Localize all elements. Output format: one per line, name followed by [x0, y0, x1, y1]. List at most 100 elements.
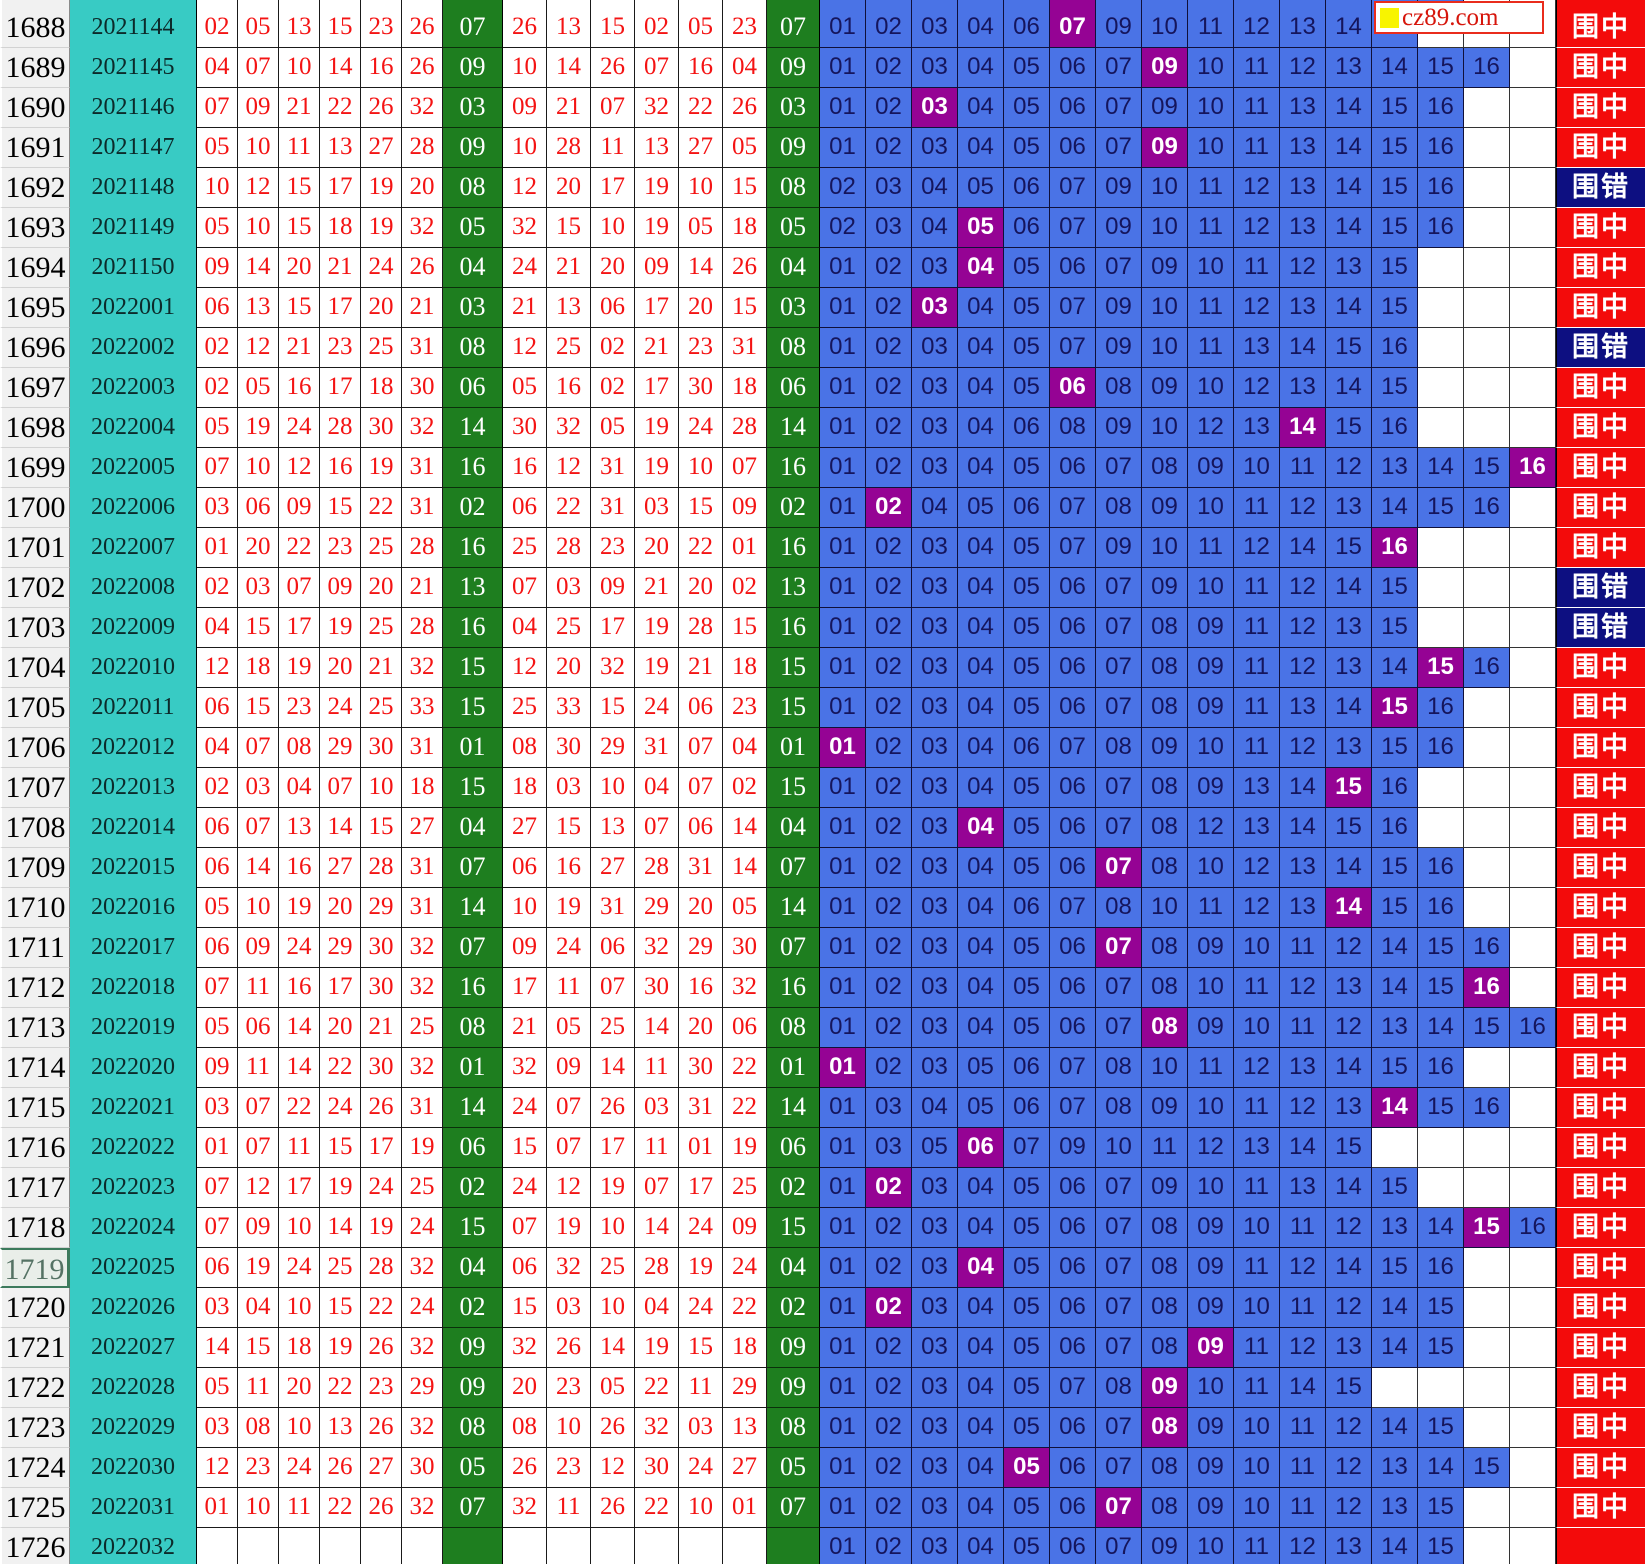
- red-ball-drawn-cell: 06: [503, 488, 547, 528]
- red-ball-sorted-cell: 12: [238, 168, 279, 208]
- blue-ball-green-cell: [767, 1528, 820, 1564]
- range-cell: 12: [1280, 568, 1326, 608]
- red-ball-sorted-cell: 32: [402, 208, 443, 248]
- red-ball-drawn-cell: 25: [547, 608, 591, 648]
- red-ball-sorted-cell: 32: [402, 1488, 443, 1528]
- red-ball-drawn-cell: 32: [723, 968, 767, 1008]
- range-cell: 13: [1326, 648, 1372, 688]
- red-ball-sorted-cell: 26: [361, 88, 402, 128]
- red-ball-drawn-cell: [591, 1528, 635, 1564]
- red-ball-sorted-cell: 31: [402, 848, 443, 888]
- red-ball-drawn-cell: 19: [723, 1128, 767, 1168]
- red-ball-sorted-cell: 06: [197, 688, 238, 728]
- range-empty-cell: [1510, 1168, 1556, 1208]
- red-ball-sorted-cell: 03: [197, 488, 238, 528]
- red-ball-sorted-cell: 02: [197, 768, 238, 808]
- red-ball-sorted-cell: 31: [402, 448, 443, 488]
- range-cell: 16: [1372, 408, 1418, 448]
- blue-ball-green-cell: 09: [443, 128, 503, 168]
- range-cell: 13: [1372, 1488, 1418, 1528]
- row-number-cell: 1715: [0, 1088, 70, 1128]
- watermark-badge[interactable]: cz89.com: [1374, 1, 1544, 34]
- range-cell: 11: [1280, 1008, 1326, 1048]
- range-cell: [866, 0, 912, 8]
- red-ball-sorted-cell: 26: [402, 248, 443, 288]
- range-cell: 05: [1004, 1488, 1050, 1528]
- red-ball-drawn-cell: 18: [723, 1328, 767, 1368]
- red-ball-sorted-cell: 06: [197, 288, 238, 328]
- range-cell: 01: [820, 1008, 866, 1048]
- range-cell: 07: [1096, 1008, 1142, 1048]
- red-ball-drawn-cell: 15: [547, 808, 591, 848]
- range-cell: 08: [1096, 1048, 1142, 1088]
- range-cell: 04: [958, 648, 1004, 688]
- range-cell: 10: [1234, 448, 1280, 488]
- red-ball-sorted-cell: 18: [402, 768, 443, 808]
- blue-ball-green-cell: 16: [443, 448, 503, 488]
- chart-row: 1691 2021147 05 10 11 13 27 28 09 10 28 11 13 27 05 09 0…: [0, 128, 1645, 168]
- blue-ball-green-cell: 15: [443, 768, 503, 808]
- range-cell: 01: [820, 1408, 866, 1448]
- chart-row: 1705 2022011 06 15 23 24 25 33 15 25 33 15 24 06 23 15 0…: [0, 688, 1645, 728]
- red-ball-drawn-cell: 24: [547, 928, 591, 968]
- period-cell: 2022003: [70, 368, 197, 408]
- red-ball-drawn-cell: 22: [635, 1368, 679, 1408]
- period-cell: 2021149: [70, 208, 197, 248]
- blue-ball-green-cell: 06: [443, 1128, 503, 1168]
- range-cell: 15: [1372, 608, 1418, 648]
- period-cell: 2022001: [70, 288, 197, 328]
- red-ball-sorted-cell: 19: [361, 168, 402, 208]
- row-number-cell: 1694: [0, 248, 70, 288]
- red-ball-drawn-cell: 10: [591, 768, 635, 808]
- red-ball-sorted-cell: 17: [320, 288, 361, 328]
- red-ball-sorted-cell: [197, 0, 238, 8]
- chart-row: 1719 2022025 06 19 24 25 28 32 04 06 32 25 28 19 24 04 0…: [0, 1248, 1645, 1288]
- range-empty-cell: [1464, 1128, 1510, 1168]
- blue-ball-green-cell: 04: [443, 1248, 503, 1288]
- range-cell: 10: [1234, 928, 1280, 968]
- range-cell: 13: [1326, 48, 1372, 88]
- range-empty-cell: [1464, 1408, 1510, 1448]
- blue-ball-green-cell: 15: [443, 1208, 503, 1248]
- blue-ball-green-cell: 07: [767, 848, 820, 888]
- range-empty-cell: [1510, 648, 1556, 688]
- row-number-cell: 1724: [0, 1448, 70, 1488]
- result-badge: 围中: [1556, 1368, 1645, 1408]
- range-cell: 09: [1188, 768, 1234, 808]
- range-cell: 10: [1188, 128, 1234, 168]
- red-ball-sorted-cell: 20: [361, 288, 402, 328]
- red-ball-drawn-cell: 07: [723, 448, 767, 488]
- range-cell: 02: [866, 808, 912, 848]
- range-cell: 14: [1326, 168, 1372, 208]
- red-ball-drawn-cell: 30: [503, 408, 547, 448]
- red-ball-drawn-cell: 27: [723, 1448, 767, 1488]
- red-ball-drawn-cell: 32: [547, 1248, 591, 1288]
- blue-ball-green-cell: 09: [767, 48, 820, 88]
- red-ball-sorted-cell: 25: [361, 328, 402, 368]
- result-badge: 围中: [1556, 48, 1645, 88]
- red-ball-drawn-cell: [503, 1528, 547, 1564]
- range-hit-cell: 15: [1464, 1208, 1510, 1248]
- red-ball-drawn-cell: 12: [503, 648, 547, 688]
- red-ball-drawn-cell: 25: [591, 1008, 635, 1048]
- red-ball-drawn-cell: [635, 0, 679, 8]
- red-ball-sorted-cell: 12: [279, 448, 320, 488]
- red-ball-sorted-cell: 15: [320, 8, 361, 48]
- range-cell: 12: [1188, 408, 1234, 448]
- red-ball-sorted-cell: 17: [279, 1168, 320, 1208]
- range-cell: 04: [958, 48, 1004, 88]
- range-cell: 06: [1050, 688, 1096, 728]
- range-cell: 14: [1372, 648, 1418, 688]
- period-cell: 2022012: [70, 728, 197, 768]
- red-ball-sorted-cell: [361, 1528, 402, 1564]
- red-ball-drawn-cell: 31: [679, 848, 723, 888]
- range-cell: 06: [1004, 888, 1050, 928]
- watermark-link[interactable]: cz89.com: [1402, 4, 1499, 31]
- red-ball-sorted-cell: 14: [320, 808, 361, 848]
- result-badge: 围错: [1556, 328, 1645, 368]
- blue-ball-green-cell: 09: [443, 1368, 503, 1408]
- blue-ball-green-cell: 14: [767, 408, 820, 448]
- red-ball-sorted-cell: 30: [402, 368, 443, 408]
- range-cell: 13: [1372, 1208, 1418, 1248]
- range-cell: 13: [1326, 1328, 1372, 1368]
